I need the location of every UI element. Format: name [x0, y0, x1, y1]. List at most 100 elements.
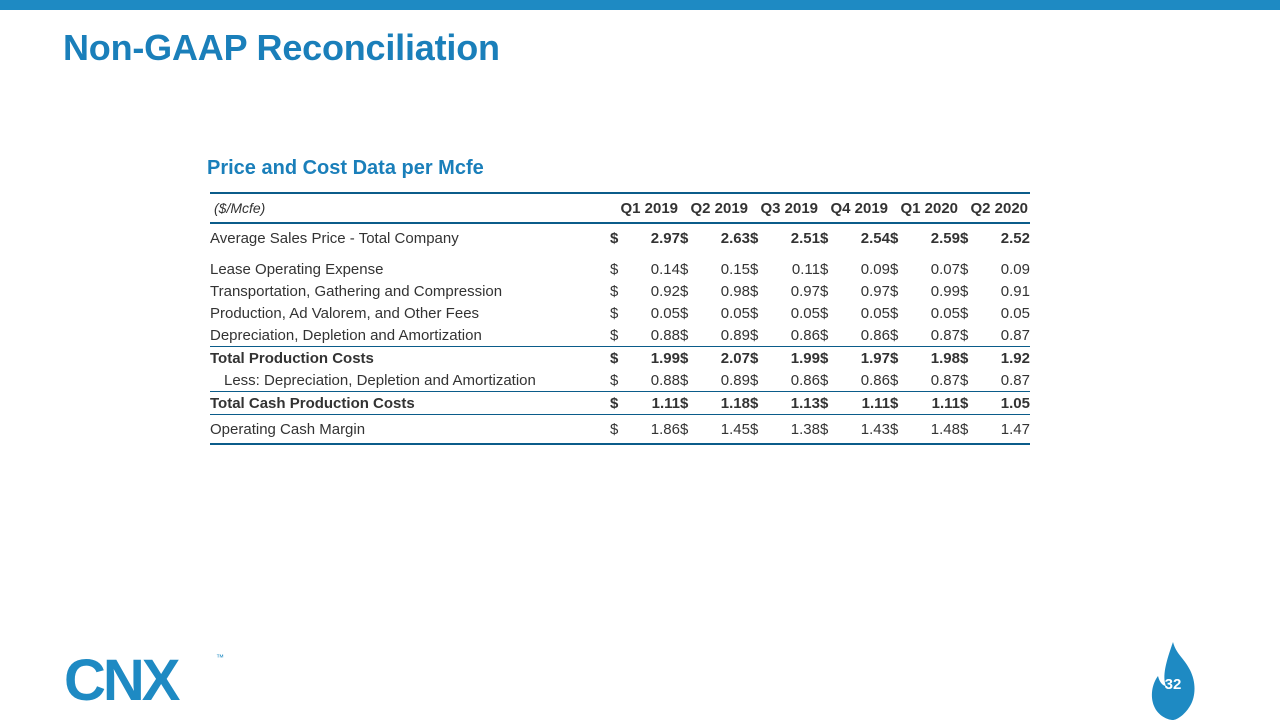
cell-value: 0.87 [930, 326, 960, 344]
cell-value: 0.87 [1000, 371, 1030, 389]
cell-value: 0.05 [720, 304, 750, 322]
cell-value: 0.89 [720, 371, 750, 389]
cell-value: 2.51 [790, 229, 820, 247]
currency-symbol: $ [680, 391, 698, 415]
currency-symbol: $ [680, 414, 698, 445]
cell-value: 0.11 [791, 260, 820, 278]
currency-symbol: $ [750, 346, 768, 369]
reconciliation-table: ($/Mcfe) Q1 2019 Q2 2019 Q3 2019 Q4 2019… [210, 192, 1030, 445]
cell-value: 1.47 [978, 414, 1030, 445]
currency-symbol: $ [680, 304, 689, 322]
cell-value: 0.86 [790, 371, 820, 389]
currency-symbol: $ [610, 304, 619, 322]
currency-symbol: $ [890, 229, 899, 247]
row-label: Total Production Costs [210, 346, 610, 369]
row-label: Lease Operating Expense [210, 260, 384, 278]
trademark-symbol: ™ [216, 653, 224, 662]
currency-symbol: $ [960, 260, 969, 278]
currency-symbol: $ [750, 371, 759, 389]
table-row: Total Production Costs $1.99 $2.07 $1.99… [210, 346, 1030, 369]
cell-value: 2.07 [698, 346, 750, 369]
table-row: Total Cash Production Costs $1.11 $1.18 … [210, 391, 1030, 415]
currency-symbol: $ [610, 326, 619, 344]
currency-symbol: $ [890, 282, 899, 300]
currency-symbol: $ [680, 260, 689, 278]
cell-value: 2.54 [860, 229, 890, 247]
table-row: Less: Depreciation, Depletion and Amorti… [210, 369, 1030, 392]
top-accent-bar [0, 0, 1280, 10]
currency-symbol: $ [610, 229, 619, 247]
unit-label: ($/Mcfe) [214, 200, 266, 216]
cell-value: 1.11 [838, 391, 890, 415]
currency-symbol: $ [680, 346, 698, 369]
cell-value: 1.13 [768, 391, 820, 415]
cell-value: 1.97 [838, 346, 890, 369]
row-label: Transportation, Gathering and Compressio… [210, 282, 503, 300]
currency-symbol: $ [750, 282, 759, 300]
table-row: Lease Operating Expense $0.14 $0.15 $0.1… [210, 258, 1030, 280]
table-header-row: ($/Mcfe) Q1 2019 Q2 2019 Q3 2019 Q4 2019… [210, 193, 1030, 223]
cell-value: 0.14 [650, 260, 680, 278]
currency-symbol: $ [680, 371, 689, 389]
cell-value: 1.45 [698, 414, 750, 445]
column-header: Q4 2019 [830, 199, 888, 217]
currency-symbol: $ [750, 229, 759, 247]
cell-value: 0.15 [720, 260, 750, 278]
currency-symbol: $ [610, 282, 619, 300]
row-label: Less: Depreciation, Depletion and Amorti… [224, 371, 536, 389]
row-label: Depreciation, Depletion and Amortization [210, 326, 482, 344]
cell-value: 1.43 [838, 414, 890, 445]
page-number: 32 [1164, 676, 1182, 693]
cell-value: 0.91 [1000, 282, 1030, 300]
column-header: Q1 2020 [900, 199, 958, 217]
currency-symbol: $ [890, 260, 899, 278]
currency-symbol: $ [960, 346, 978, 369]
currency-symbol: $ [890, 326, 899, 344]
cell-value: 0.92 [650, 282, 680, 300]
currency-symbol: $ [820, 414, 838, 445]
currency-symbol: $ [750, 414, 768, 445]
cell-value: 0.09 [860, 260, 890, 278]
table-row: Transportation, Gathering and Compressio… [210, 280, 1030, 302]
column-header: Q2 2019 [690, 199, 748, 217]
currency-symbol: $ [890, 414, 908, 445]
cell-value: 2.59 [930, 229, 960, 247]
table-row: Operating Cash Margin $1.86 $1.45 $1.38 … [210, 414, 1030, 445]
cell-value: 0.88 [650, 326, 680, 344]
currency-symbol: $ [820, 326, 829, 344]
cell-value: 0.99 [930, 282, 960, 300]
currency-symbol: $ [960, 229, 969, 247]
cell-value: 0.97 [790, 282, 820, 300]
table-row: Average Sales Price - Total Company $2.9… [210, 223, 1030, 252]
table-row: Production, Ad Valorem, and Other Fees $… [210, 302, 1030, 324]
cell-value: 0.05 [790, 304, 820, 322]
cell-value: 2.63 [720, 229, 750, 247]
cell-value: 0.07 [930, 260, 960, 278]
currency-symbol: $ [750, 391, 768, 415]
currency-symbol: $ [820, 229, 829, 247]
cell-value: 0.86 [860, 371, 890, 389]
currency-symbol: $ [610, 346, 628, 369]
currency-symbol: $ [890, 304, 899, 322]
row-label: Operating Cash Margin [210, 414, 610, 445]
currency-symbol: $ [610, 391, 628, 415]
slide-title: Non-GAAP Reconciliation [63, 27, 500, 68]
cell-value: 0.97 [860, 282, 890, 300]
cell-value: 1.99 [628, 346, 680, 369]
cell-value: 1.05 [978, 391, 1030, 415]
currency-symbol: $ [890, 371, 899, 389]
currency-symbol: $ [960, 391, 978, 415]
cell-value: 0.98 [720, 282, 750, 300]
cell-value: 0.87 [930, 371, 960, 389]
currency-symbol: $ [960, 371, 969, 389]
cell-value: 1.48 [908, 414, 960, 445]
currency-symbol: $ [610, 260, 619, 278]
column-header: Q2 2020 [970, 199, 1028, 217]
cell-value: 1.99 [768, 346, 820, 369]
column-header: Q1 2019 [620, 199, 678, 217]
currency-symbol: $ [960, 326, 969, 344]
cell-value: 2.97 [650, 229, 680, 247]
currency-symbol: $ [890, 391, 908, 415]
cnx-logo: CNX ™ [64, 650, 224, 706]
cell-value: 0.05 [1000, 304, 1030, 322]
